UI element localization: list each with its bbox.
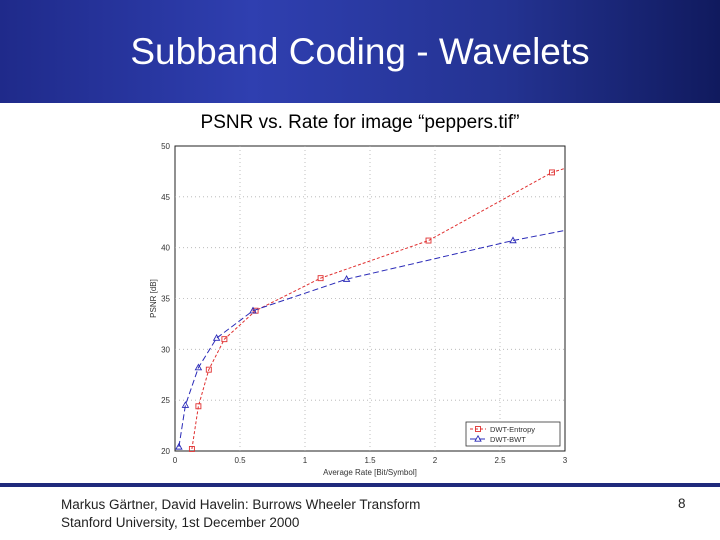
x-tick-label: 1.5 (364, 456, 376, 465)
x-tick-label: 1 (303, 456, 308, 465)
legend-marker (474, 434, 482, 442)
legend-label: DWT-BWT (490, 435, 526, 444)
data-point (205, 366, 212, 373)
chart-svg: 0 0.5 1 1.5 2 2.5 3 20 25 30 35 40 45 50 Average Rate … (149, 142, 568, 477)
y-tick-label: 45 (161, 193, 170, 202)
chart-caption: PSNR vs. Rate for image “peppers.tif” (200, 112, 520, 133)
footer-authors: Markus Gärtner, David Havelin: Burrows W… (61, 497, 421, 512)
legend-label: DWT-Entropy (490, 425, 535, 434)
data-point (249, 306, 257, 314)
footer-institution: Stanford University, 1st December 2000 (61, 515, 300, 530)
y-tick-label: 30 (161, 345, 170, 354)
data-point (221, 336, 228, 343)
data-point (425, 237, 432, 244)
legend-marker (475, 426, 481, 432)
data-point (549, 169, 555, 176)
x-axis-label: Average Rate [Bit/Symbol] (323, 468, 417, 477)
data-point (212, 334, 221, 341)
x-tick-label: 2 (433, 456, 438, 465)
data-point (188, 446, 195, 452)
y-axis-label: PSNR [dB] (149, 279, 158, 318)
y-tick-label: 20 (161, 447, 170, 456)
data-point (509, 236, 517, 244)
x-tick-label: 0.5 (234, 456, 246, 465)
data-point (175, 442, 183, 450)
series-line-dwt-bwt (178, 229, 566, 448)
y-tick-label: 25 (161, 396, 170, 405)
title-band (0, 0, 720, 103)
data-point (317, 275, 324, 282)
psnr-chart: 0 0.5 1 1.5 2 2.5 3 20 25 30 35 40 45 50 Average Rate … (140, 138, 580, 480)
y-tick-label: 50 (161, 142, 170, 151)
slide-title: Subband Coding - Wavelets (130, 31, 590, 72)
data-point (181, 401, 190, 408)
series-line-dwt-entropy (191, 167, 566, 450)
footer-divider (0, 483, 720, 487)
data-point (194, 363, 203, 371)
y-tick-label: 40 (161, 244, 170, 253)
footer-credits: Markus Gärtner, David Havelin: Burrows W… (61, 496, 420, 532)
x-tick-label: 2.5 (494, 456, 506, 465)
data-point (342, 275, 351, 282)
x-tick-label: 3 (563, 456, 568, 465)
page-number: 8 (678, 496, 686, 511)
data-point (195, 403, 202, 410)
legend-box (465, 421, 561, 447)
y-tick-label: 35 (161, 295, 170, 304)
x-tick-label: 0 (173, 456, 178, 465)
